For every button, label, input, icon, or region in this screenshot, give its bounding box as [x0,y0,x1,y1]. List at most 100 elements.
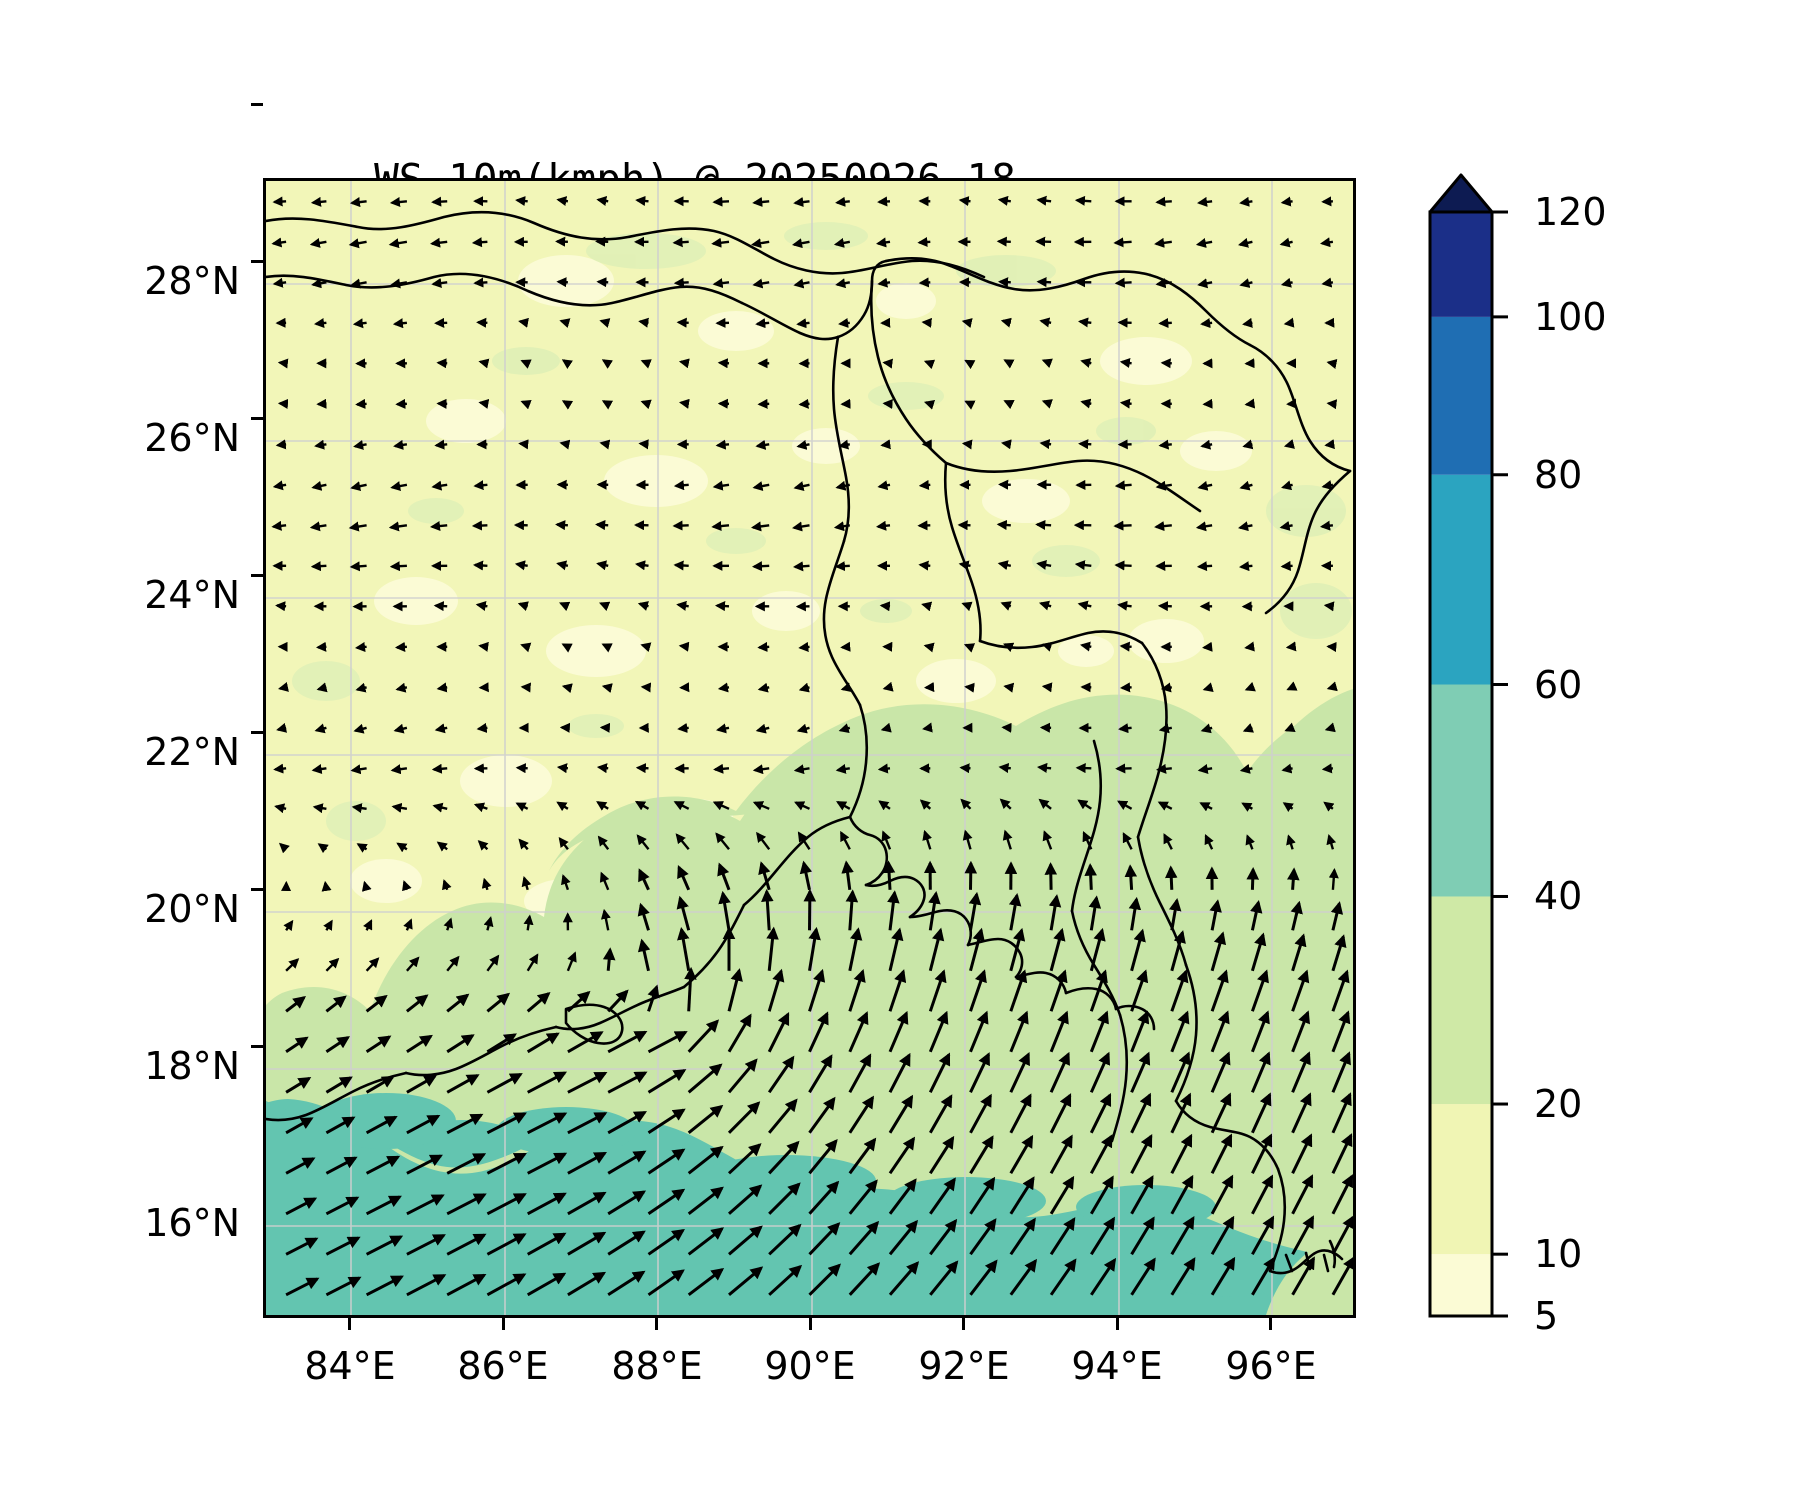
wind-vector-arrow [314,439,327,450]
wind-vector-arrow [527,1152,568,1175]
wind-vector-arrow [527,1071,568,1094]
wind-vector-arrow [1291,969,1310,1012]
map-plot-area[interactable] [263,178,1356,1318]
wind-vector-arrow [928,927,945,972]
wind-vector-arrow [833,521,850,532]
wind-vector-arrow [999,798,1012,810]
wind-vector-arrow [1089,1010,1109,1053]
wind-vector-arrow [845,889,859,931]
wind-vector-arrow [676,317,689,328]
wind-vector-arrow [391,802,408,813]
wind-vector-arrow [389,561,407,572]
wind-vector-arrow [1003,400,1015,410]
wind-vector-arrow [390,481,408,491]
wind-vector-arrow [1074,560,1092,571]
wind-vector-arrow [848,1262,881,1296]
ytick-label-26: 26°N [144,416,240,460]
wind-vector-arrow [1204,833,1214,850]
colorbar-segment [1431,1254,1491,1316]
wind-vector-arrow [997,277,1011,288]
wind-vector-arrow [1202,398,1213,409]
wind-vector-arrow [727,1143,762,1175]
wind-vector-arrow [556,277,568,288]
wind-vector-arrow [923,400,936,410]
wind-vector-arrow [1170,1092,1192,1134]
wind-vector-arrow [1122,832,1133,850]
wind-vector-arrow [518,838,529,851]
wind-vector-arrow [406,1194,445,1216]
wind-vector-arrow [567,1112,608,1135]
wind-vector-arrow [1158,723,1173,734]
wind-vector-arrow [1210,1010,1230,1053]
wind-vector-arrow [406,1034,433,1054]
wind-vector-arrow [271,520,287,531]
wind-vector-arrow [673,480,689,491]
wind-vector-arrow [601,400,614,410]
wind-vector-arrow [1036,559,1052,570]
wind-vector-arrow [959,763,971,774]
wind-vector-arrow [711,237,730,248]
wind-vector-arrow [797,831,811,850]
colorbar-segment [1431,316,1491,475]
wind-vector-arrow [712,278,730,289]
wind-vector-arrow [275,439,287,450]
wind-vector-arrow [323,919,333,931]
wind-vector-arrow [808,1096,836,1134]
colorbar[interactable]: 5 10 20 40 60 80 100 120 [1424,172,1607,1338]
wind-vector-arrow [673,277,689,288]
ytick-mark-20 [251,731,263,734]
wind-vector-arrow [919,799,932,810]
wind-vector-arrow [1241,802,1253,812]
wind-vector-arrow [1077,799,1092,810]
wind-vector-arrow [715,439,730,450]
colorbar-tick-label: 10 [1534,1232,1583,1277]
wind-vector-arrow [361,880,372,892]
wind-vector-arrow [1038,798,1052,810]
wind-vector-arrow [283,919,294,932]
xtick-mark-84 [348,1318,351,1330]
wind-vector-arrow [321,880,332,892]
wind-vector-arrow [1041,641,1053,652]
wind-vector-arrow [756,831,771,851]
wind-vector-arrow [888,1094,914,1134]
wind-vector-arrow [888,1052,911,1093]
wind-vector-arrow [767,1012,790,1053]
wind-vector-arrow [1049,1217,1076,1256]
wind-vector-arrow [727,1058,758,1094]
wind-vector-arrow [1291,1051,1311,1093]
wind-vector-arrow [1326,834,1337,850]
wind-vector-arrow [752,764,770,775]
wind-vector-arrow [640,642,652,653]
wind-vector-arrow [446,1113,484,1135]
wind-vector-arrow [483,916,494,931]
wind-vector-arrow [672,237,689,248]
wind-vector-arrow [431,278,448,289]
ytick-label-28: 28°N [144,259,240,303]
wind-vector-arrow [406,956,420,972]
wind-vector-arrow [835,763,850,774]
wind-vector-arrow [1114,560,1132,571]
wind-vector-arrow [1195,521,1213,532]
wind-vector-arrow [793,197,810,208]
wind-vector-arrow [793,481,810,492]
wind-vector-arrow [1324,722,1336,733]
wind-vector-arrow [446,1193,487,1216]
wind-vector-arrow [1114,277,1132,288]
wind-vector-arrow [877,277,891,288]
ytick-label-22: 22°N [144,730,240,774]
wind-vector-arrow [566,990,591,1013]
wind-vector-arrow [672,520,689,531]
wind-vector-arrow [599,439,611,450]
wind-vector-arrow [556,763,569,774]
wind-vector-arrow [595,520,609,531]
xtick-mark-86 [502,1318,505,1330]
wind-vector-arrow [880,439,891,450]
wind-vector-arrow [1168,898,1182,931]
wind-vector-arrow [876,237,891,248]
wind-vector-arrow [599,601,611,612]
wind-vector-arrow [1286,681,1298,691]
wind-vector-arrow [1114,480,1132,491]
wind-vector-arrow [718,890,731,931]
wind-vector-arrow [794,801,811,811]
wind-vector-arrow [527,1112,568,1135]
